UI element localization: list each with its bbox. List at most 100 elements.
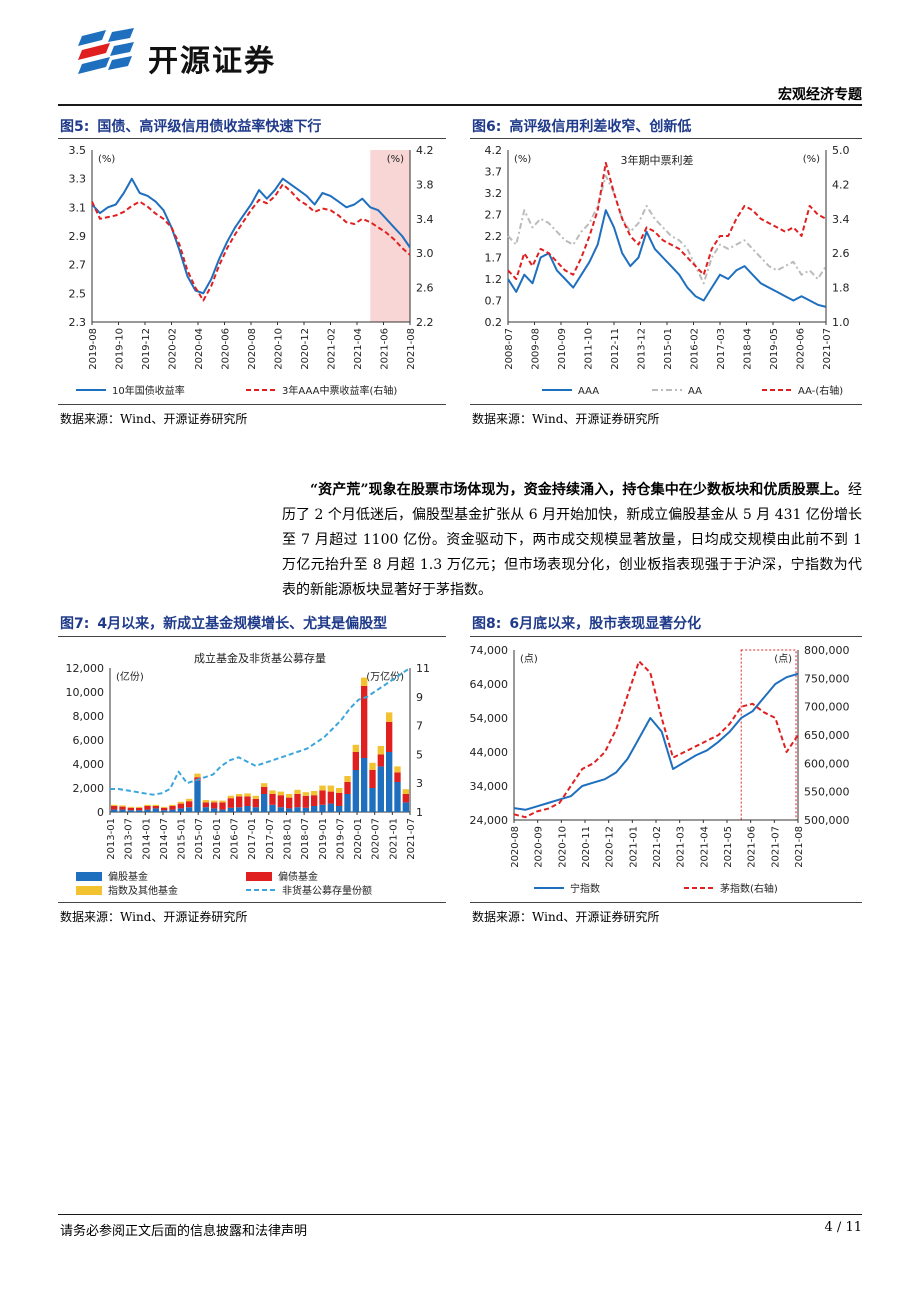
x-tick-label: 2020-06: [221, 328, 232, 370]
left-tick-label: 1.2: [485, 273, 503, 286]
x-tick-label: 2021-06: [747, 826, 758, 868]
figure-7-bottom-rule: [58, 902, 446, 903]
x-tick-label: 2020-11: [581, 826, 592, 868]
bar-指数及其他基金: [127, 806, 134, 808]
bar-偏股基金: [186, 807, 193, 812]
bar-偏股基金: [127, 810, 134, 812]
left-tick-label: 2.2: [485, 230, 503, 243]
legend-label: 指数及其他基金: [108, 884, 178, 897]
bar-偏债基金: [294, 794, 301, 808]
bar-偏债基金: [186, 801, 193, 808]
bar-偏债基金: [236, 796, 243, 808]
legend-label: AAA: [578, 386, 599, 397]
x-tick-label: 2012-11: [610, 328, 621, 370]
bar-指数及其他基金: [252, 795, 259, 799]
figure-6-source: 数据来源：Wind、开源证券研究所: [472, 412, 660, 426]
left-tick-label: 2,000: [73, 782, 105, 795]
right-unit-label: (万亿份): [366, 670, 404, 683]
body-paragraph: “资产荒”现象在股票市场体现为，资金持续涌入，持仓集中在少数板块和优质股票上。经…: [282, 478, 862, 603]
left-tick-label: 4,000: [73, 758, 105, 771]
left-tick-label: 3.1: [69, 201, 87, 214]
legend-label: AA-(右轴): [798, 384, 843, 397]
x-tick-label: 2013-07: [124, 818, 135, 860]
bar-偏股基金: [211, 808, 218, 812]
bar-偏股基金: [144, 809, 151, 812]
right-tick-label: 1.0: [832, 316, 850, 329]
figure-5-title: 图5: 国债、高评级信用债收益率快速下行: [60, 119, 322, 135]
left-tick-label: 64,000: [470, 678, 508, 691]
bar-偏股基金: [286, 808, 293, 812]
bar-偏债基金: [219, 802, 226, 810]
bar-指数及其他基金: [152, 804, 159, 806]
bar-指数及其他基金: [302, 792, 309, 796]
figure-7-chart: 12,000 10,000 8,000 6,000 4,000 2,000 0 11 9 7 5 3 1…: [66, 651, 431, 897]
bar-偏债基金: [361, 686, 368, 758]
figure-5-chart: 3.5 3.3 3.1 2.9 2.7 2.5 2.3 4.2 3.8 3.4 3.0 2.6 2.2 (…: [69, 144, 434, 397]
legend-label: 偏债基金: [278, 870, 318, 883]
x-tick-label: 2008-07: [504, 328, 515, 370]
x-tick-label: 2014-01: [141, 818, 152, 860]
x-tick-label: 2020-10: [557, 826, 568, 868]
left-tick-label: 3.7: [485, 166, 503, 179]
legend-label: AA: [688, 386, 702, 397]
highlight-box: [740, 649, 797, 821]
left-tick-label: 12,000: [66, 662, 105, 675]
bar-指数及其他基金: [227, 795, 234, 799]
bar-指数及其他基金: [244, 793, 251, 797]
figure-8-title: 图8: 6月底以来，股市表现显著分化: [472, 616, 702, 632]
right-tick-label: 2.6: [416, 282, 434, 295]
bar-偏债基金: [144, 806, 151, 810]
bar-偏债基金: [311, 795, 318, 806]
bar-指数及其他基金: [219, 800, 226, 803]
bar-指数及其他基金: [361, 677, 368, 686]
left-tick-label: 2.9: [69, 230, 87, 243]
left-tick-label: 3.5: [69, 144, 87, 157]
bar-偏股基金: [169, 809, 176, 812]
left-tick-label: 10,000: [66, 686, 105, 699]
bar-偏债基金: [119, 806, 126, 810]
right-tick-label: 700,000: [804, 701, 850, 714]
bar-偏债基金: [394, 772, 401, 782]
right-tick-label: 5.0: [832, 144, 850, 157]
left-tick-label: 2.5: [69, 287, 87, 300]
right-tick-label: 1: [416, 806, 423, 819]
x-tick-label: 2021-01: [388, 818, 399, 860]
x-tick-label: 2011-10: [584, 328, 595, 370]
bar-指数及其他基金: [136, 806, 143, 808]
right-tick-label: 3.4: [832, 213, 850, 226]
x-tick-label: 2009-08: [531, 328, 542, 370]
left-tick-label: 34,000: [470, 780, 508, 793]
x-tick-label: 2021-02: [652, 826, 663, 868]
bar-偏债基金: [386, 722, 393, 752]
x-tick-label: 2020-08: [247, 328, 258, 370]
bar-偏股基金: [177, 808, 184, 812]
bar-指数及其他基金: [194, 773, 201, 778]
x-tick-label: 2019-07: [335, 818, 346, 860]
x-tick-label: 2021-07: [406, 818, 417, 860]
right-unit-label: (%): [803, 154, 820, 165]
bar-偏债基金: [252, 798, 259, 808]
right-tick-label: 9: [416, 691, 423, 704]
bar-偏股基金: [219, 809, 226, 812]
bar-偏债基金: [177, 803, 184, 809]
legend-label: 偏股基金: [108, 870, 148, 883]
bar-偏股基金: [394, 782, 401, 812]
bar-偏债基金: [227, 798, 234, 808]
right-tick-label: 800,000: [804, 644, 850, 657]
bar-偏债基金: [127, 807, 134, 811]
left-tick-label: 0: [97, 806, 104, 819]
right-tick-label: 550,000: [804, 786, 850, 799]
bar-偏股基金: [294, 807, 301, 812]
figure-5-top-rule: [58, 138, 446, 139]
left-tick-label: 4.2: [485, 144, 503, 157]
left-tick-label: 0.2: [485, 316, 503, 329]
bar-偏股基金: [161, 810, 168, 812]
figure-8-top-rule: [470, 636, 862, 637]
bar-指数及其他基金: [394, 766, 401, 773]
bar-指数及其他基金: [319, 785, 326, 791]
bar-偏股基金: [269, 804, 276, 812]
right-tick-label: 3.0: [416, 247, 434, 260]
bar-偏股基金: [277, 807, 284, 812]
figure-6-chart: 4.2 3.7 3.2 2.7 2.2 1.7 1.2 0.7 0.2 5.0 4.2 3.4 2.6 1…: [485, 144, 850, 397]
left-unit-label: (点): [520, 653, 538, 665]
